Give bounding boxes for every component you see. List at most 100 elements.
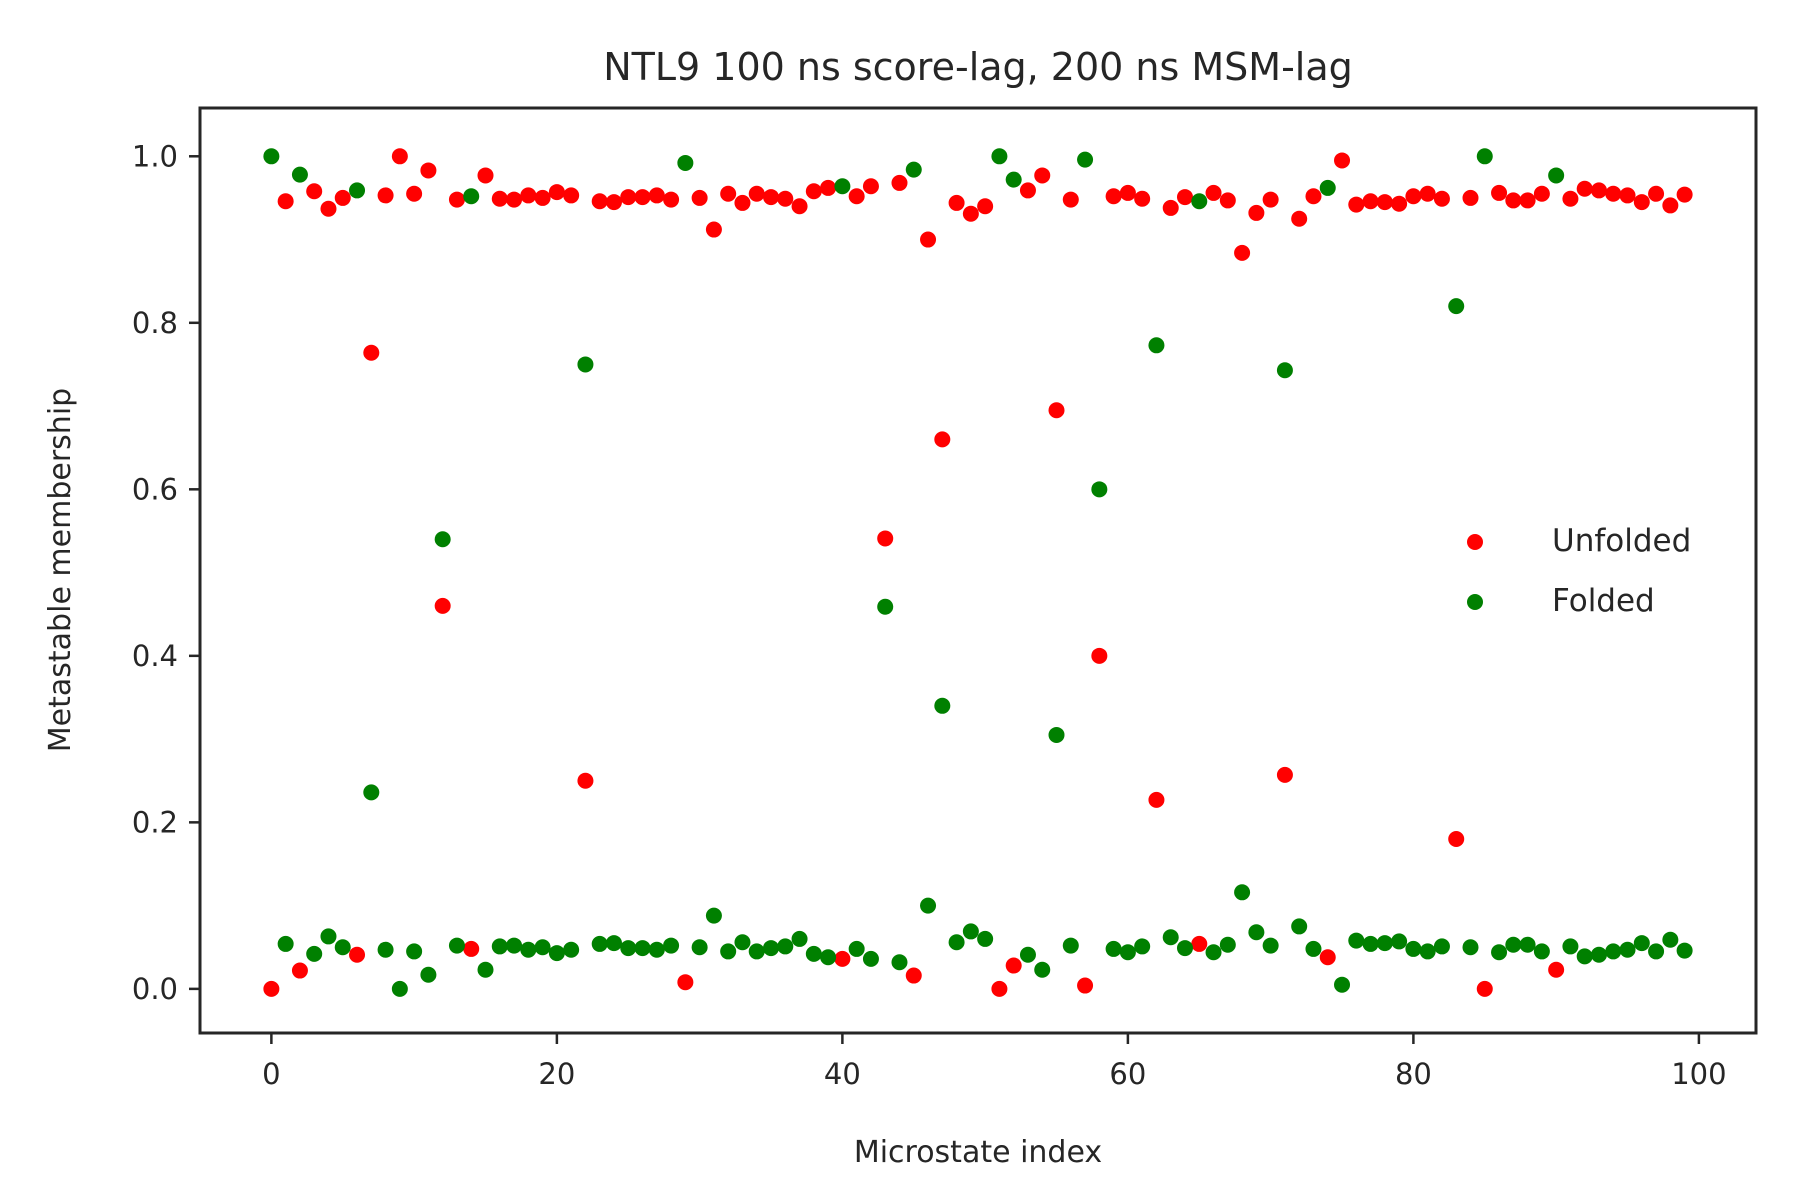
point-unfolded-61	[1134, 190, 1151, 207]
point-folded-15	[477, 961, 494, 978]
point-folded-4	[320, 928, 337, 945]
point-unfolded-57	[1077, 977, 1094, 994]
point-folded-87	[1505, 936, 1522, 953]
point-folded-42	[862, 950, 879, 967]
x-tick-label: 80	[1395, 1057, 1432, 1091]
point-folded-41	[848, 940, 865, 957]
point-folded-56	[1062, 937, 1079, 954]
point-unfolded-55	[1048, 402, 1065, 419]
y-tick-label: 0.2	[132, 805, 178, 839]
point-folded-74	[1319, 179, 1336, 196]
point-unfolded-93	[1590, 182, 1607, 199]
point-folded-26	[634, 940, 651, 957]
point-folded-57	[1077, 151, 1094, 168]
point-unfolded-71	[1276, 766, 1293, 783]
point-folded-10	[406, 943, 423, 960]
point-unfolded-8	[377, 187, 394, 204]
point-folded-49	[962, 923, 979, 940]
point-folded-28	[663, 937, 680, 954]
point-folded-95	[1619, 941, 1636, 958]
point-folded-52	[1005, 171, 1022, 188]
point-unfolded-33	[734, 194, 751, 211]
point-folded-85	[1476, 148, 1493, 165]
point-folded-12	[434, 531, 451, 548]
point-unfolded-41	[848, 188, 865, 205]
point-folded-48	[948, 934, 965, 951]
point-folded-61	[1134, 938, 1151, 955]
point-unfolded-7	[363, 344, 380, 361]
point-unfolded-82	[1433, 190, 1450, 207]
point-folded-9	[391, 980, 408, 997]
point-unfolded-97	[1648, 185, 1665, 202]
point-unfolded-54	[1034, 167, 1051, 184]
point-unfolded-81	[1419, 185, 1436, 202]
y-tick-label: 1.0	[132, 139, 178, 173]
point-folded-0	[263, 148, 280, 165]
point-folded-31	[705, 907, 722, 924]
point-folded-98	[1662, 931, 1679, 948]
point-unfolded-80	[1405, 188, 1422, 205]
point-folded-43	[877, 598, 894, 615]
point-unfolded-92	[1576, 180, 1593, 197]
x-tick-label: 40	[824, 1057, 861, 1091]
point-unfolded-67	[1219, 192, 1236, 209]
point-unfolded-66	[1205, 184, 1222, 201]
point-unfolded-13	[448, 191, 465, 208]
point-unfolded-2	[291, 962, 308, 979]
point-unfolded-18	[520, 187, 537, 204]
point-unfolded-69	[1248, 204, 1265, 221]
point-folded-73	[1305, 940, 1322, 957]
y-tick-label: 0.0	[132, 972, 178, 1006]
point-folded-24	[605, 935, 622, 952]
point-folded-79	[1391, 933, 1408, 950]
point-folded-81	[1419, 943, 1436, 960]
point-folded-3	[306, 945, 323, 962]
point-folded-32	[720, 943, 737, 960]
point-folded-34	[748, 943, 765, 960]
point-folded-23	[591, 935, 608, 952]
point-unfolded-76	[1348, 196, 1365, 213]
point-unfolded-35	[763, 189, 780, 206]
point-unfolded-79	[1391, 195, 1408, 212]
point-unfolded-77	[1362, 193, 1379, 210]
point-unfolded-48	[948, 194, 965, 211]
point-unfolded-24	[605, 194, 622, 211]
point-folded-86	[1491, 944, 1508, 961]
point-unfolded-38	[805, 183, 822, 200]
point-folded-36	[777, 938, 794, 955]
point-unfolded-27	[648, 187, 665, 204]
point-unfolded-50	[977, 198, 994, 215]
point-unfolded-51	[991, 980, 1008, 997]
legend-label-folded: Folded	[1552, 583, 1655, 619]
point-unfolded-42	[862, 178, 879, 195]
point-folded-55	[1048, 726, 1065, 743]
point-folded-16	[491, 938, 508, 955]
point-folded-13	[448, 937, 465, 954]
point-unfolded-87	[1505, 192, 1522, 209]
point-unfolded-72	[1291, 210, 1308, 227]
point-unfolded-10	[406, 185, 423, 202]
point-unfolded-46	[920, 231, 937, 248]
y-tick-label: 0.8	[132, 306, 178, 340]
point-unfolded-15	[477, 167, 494, 184]
point-folded-94	[1605, 943, 1622, 960]
point-folded-44	[891, 954, 908, 971]
point-folded-51	[991, 148, 1008, 165]
point-unfolded-64	[1176, 189, 1193, 206]
point-unfolded-0	[263, 980, 280, 997]
point-folded-7	[363, 784, 380, 801]
point-folded-17	[506, 937, 523, 954]
point-folded-88	[1519, 936, 1536, 953]
point-folded-14	[463, 188, 480, 205]
point-unfolded-37	[791, 198, 808, 215]
point-unfolded-90	[1548, 961, 1565, 978]
point-unfolded-3	[306, 183, 323, 200]
point-unfolded-40	[834, 950, 851, 967]
point-unfolded-23	[591, 193, 608, 210]
point-folded-71	[1276, 362, 1293, 379]
y-tick-label: 0.6	[132, 472, 178, 506]
point-folded-2	[291, 166, 308, 183]
x-axis-label: Microstate index	[854, 1135, 1102, 1170]
point-unfolded-95	[1619, 187, 1636, 204]
x-tick-label: 100	[1671, 1057, 1726, 1091]
